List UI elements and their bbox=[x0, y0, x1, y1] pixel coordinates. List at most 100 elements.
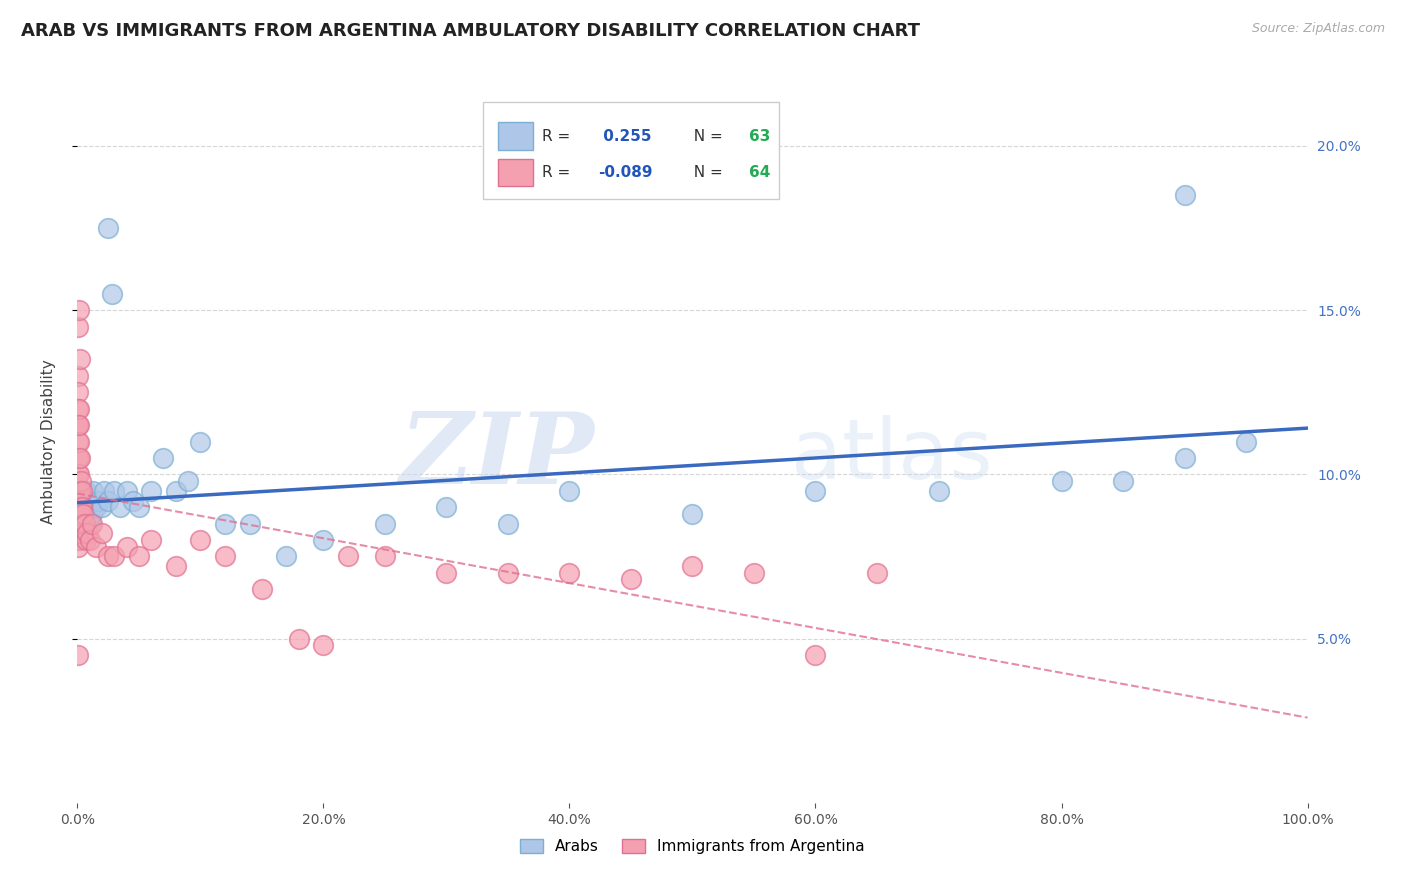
Point bbox=[67, 533, 90, 547]
Point bbox=[82, 516, 104, 531]
Point bbox=[620, 573, 643, 587]
Text: 63: 63 bbox=[749, 128, 770, 144]
Point bbox=[69, 507, 91, 521]
Point bbox=[312, 533, 335, 547]
Point bbox=[72, 483, 94, 498]
Point bbox=[496, 516, 519, 531]
Point bbox=[70, 500, 93, 515]
Point bbox=[121, 493, 143, 508]
Point bbox=[69, 500, 91, 515]
Point bbox=[66, 516, 89, 531]
Point bbox=[70, 500, 93, 515]
Point bbox=[866, 566, 889, 580]
Text: N =: N = bbox=[683, 128, 727, 144]
Point bbox=[1050, 474, 1073, 488]
Point bbox=[76, 507, 98, 521]
Point bbox=[177, 474, 200, 488]
Point bbox=[84, 540, 107, 554]
Point bbox=[89, 493, 111, 508]
Point bbox=[141, 533, 163, 547]
Point bbox=[103, 483, 125, 498]
Point bbox=[67, 500, 90, 515]
Point bbox=[75, 533, 97, 547]
Point bbox=[66, 500, 89, 515]
Point bbox=[69, 516, 91, 531]
Text: ARAB VS IMMIGRANTS FROM ARGENTINA AMBULATORY DISABILITY CORRELATION CHART: ARAB VS IMMIGRANTS FROM ARGENTINA AMBULA… bbox=[21, 22, 920, 40]
Point bbox=[374, 516, 396, 531]
Point bbox=[804, 483, 827, 498]
Point bbox=[165, 483, 187, 498]
Point bbox=[67, 500, 90, 515]
Point bbox=[250, 582, 273, 597]
Point bbox=[66, 526, 89, 541]
Text: R =: R = bbox=[543, 165, 575, 179]
Point bbox=[72, 526, 94, 541]
Point bbox=[84, 500, 107, 515]
Point bbox=[436, 566, 458, 580]
Point bbox=[66, 418, 89, 433]
Point bbox=[66, 540, 89, 554]
Point bbox=[79, 493, 101, 508]
Point bbox=[97, 221, 120, 235]
Point bbox=[70, 516, 93, 531]
Point bbox=[188, 533, 212, 547]
Point bbox=[69, 516, 91, 531]
Point bbox=[165, 559, 187, 574]
Point bbox=[67, 483, 90, 498]
Point bbox=[67, 526, 90, 541]
FancyBboxPatch shape bbox=[498, 122, 533, 150]
Point bbox=[75, 500, 97, 515]
Point bbox=[80, 500, 103, 515]
Point bbox=[66, 526, 89, 541]
Point bbox=[67, 418, 90, 433]
Text: 0.255: 0.255 bbox=[598, 128, 651, 144]
Point bbox=[93, 483, 115, 498]
Point bbox=[79, 533, 101, 547]
Point bbox=[67, 401, 90, 416]
Y-axis label: Ambulatory Disability: Ambulatory Disability bbox=[42, 359, 56, 524]
Point bbox=[97, 493, 120, 508]
Point bbox=[69, 450, 91, 465]
Point bbox=[79, 516, 101, 531]
Point bbox=[67, 648, 90, 662]
Point bbox=[67, 450, 90, 465]
Point bbox=[110, 500, 132, 515]
Point bbox=[66, 368, 89, 383]
Point bbox=[239, 516, 262, 531]
Point bbox=[77, 500, 100, 515]
Point bbox=[558, 483, 581, 498]
Point bbox=[1234, 434, 1257, 449]
Text: atlas: atlas bbox=[792, 416, 993, 497]
Point bbox=[288, 632, 311, 646]
Point bbox=[558, 566, 581, 580]
Point bbox=[67, 467, 90, 482]
Point bbox=[70, 483, 93, 498]
Point bbox=[67, 493, 90, 508]
Point bbox=[66, 467, 89, 482]
Point bbox=[103, 549, 125, 564]
Point bbox=[67, 507, 90, 521]
Point bbox=[214, 516, 236, 531]
Point bbox=[73, 516, 96, 531]
Point bbox=[312, 638, 335, 652]
Point bbox=[115, 483, 138, 498]
Point bbox=[66, 516, 89, 531]
Point bbox=[141, 483, 163, 498]
Point bbox=[128, 500, 150, 515]
Point bbox=[73, 493, 96, 508]
Point bbox=[66, 516, 89, 531]
Point bbox=[69, 352, 91, 367]
Text: Source: ZipAtlas.com: Source: ZipAtlas.com bbox=[1251, 22, 1385, 36]
Point bbox=[66, 319, 89, 334]
Point bbox=[67, 483, 90, 498]
Point bbox=[69, 483, 91, 498]
Point bbox=[1112, 474, 1135, 488]
Point bbox=[67, 385, 90, 400]
Point bbox=[67, 401, 90, 416]
Point bbox=[682, 507, 704, 521]
Point bbox=[75, 483, 97, 498]
Point bbox=[72, 493, 94, 508]
Point bbox=[115, 540, 138, 554]
Point bbox=[97, 549, 120, 564]
Point bbox=[90, 526, 114, 541]
